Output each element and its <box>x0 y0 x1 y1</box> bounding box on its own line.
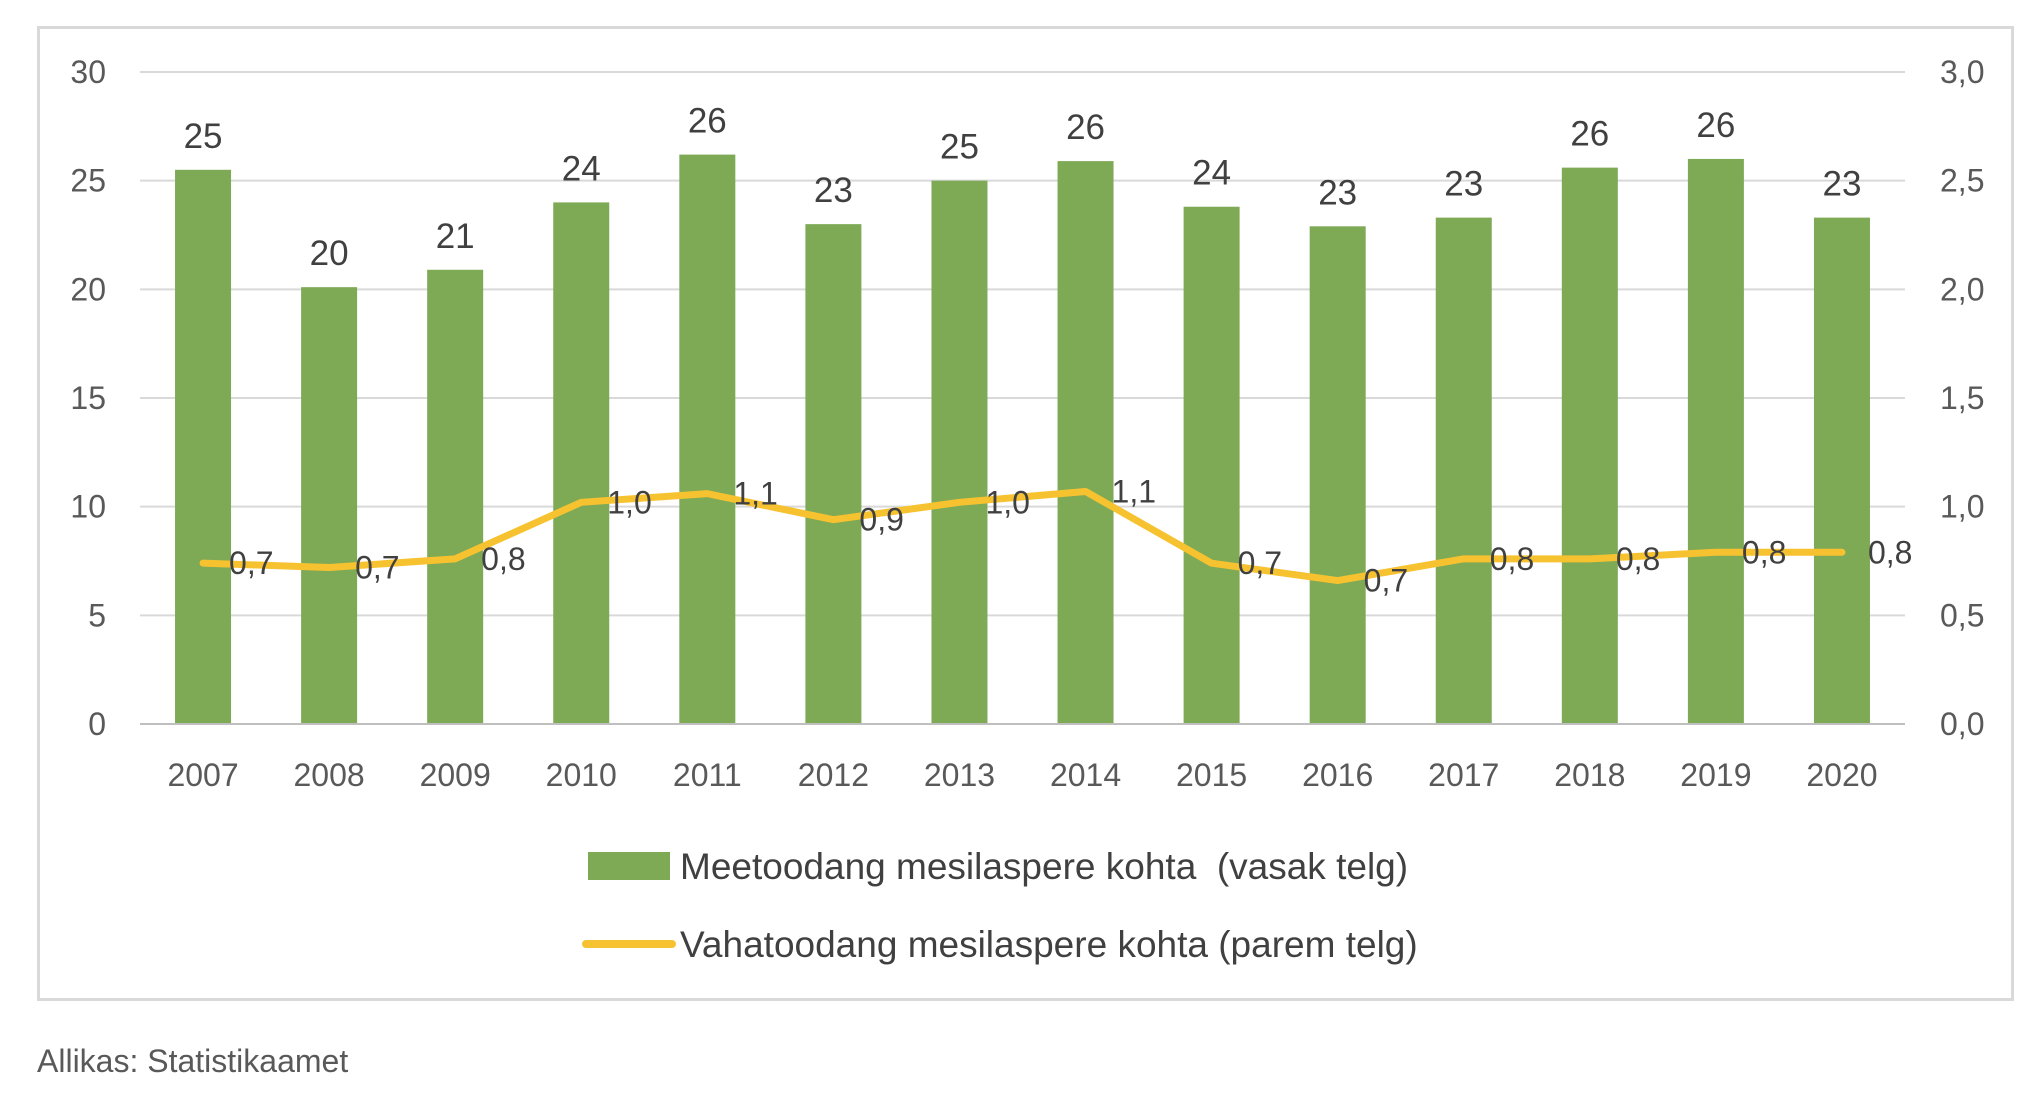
line-value-label: 0,9 <box>859 502 903 538</box>
bar <box>679 154 736 724</box>
bar-value-label: 20 <box>310 234 349 273</box>
bar-value-label: 23 <box>1822 165 1861 204</box>
x-tick-label: 2014 <box>1050 757 1121 793</box>
legend-swatch-bar <box>588 852 670 880</box>
chart-frame <box>37 26 2014 1001</box>
x-tick-label: 2018 <box>1554 757 1625 793</box>
y-left-tick-label: 0 <box>88 706 106 742</box>
bar-value-label: 25 <box>940 128 979 167</box>
bar <box>805 224 862 724</box>
bar <box>1435 217 1492 724</box>
line-value-label: 0,8 <box>481 541 525 577</box>
bar <box>1687 158 1744 724</box>
bar <box>1183 206 1240 724</box>
x-tick-label: 2015 <box>1176 757 1247 793</box>
gridlines <box>140 71 1905 617</box>
x-tick-label: 2013 <box>924 757 995 793</box>
bar-value-label: 26 <box>1570 115 1609 154</box>
y-left-tick-label: 25 <box>70 163 106 199</box>
line-series <box>199 487 1846 585</box>
y-right-tick-label: 1,5 <box>1940 380 1984 416</box>
line-value-label: 0,7 <box>355 550 399 586</box>
line-value-label: 0,8 <box>1868 534 1912 570</box>
line-value-label: 0,7 <box>1364 563 1408 599</box>
bar <box>1057 161 1114 724</box>
y-right-tick-label: 0,0 <box>1940 706 1984 742</box>
line-value-label: 1,1 <box>733 476 777 512</box>
bar-value-label: 25 <box>184 117 223 156</box>
x-tick-label: 2009 <box>420 757 491 793</box>
x-tick-label: 2012 <box>798 757 869 793</box>
y-right-tick-label: 0,5 <box>1940 597 1984 633</box>
bar-value-label: 26 <box>1066 108 1105 147</box>
x-tick-label: 2008 <box>294 757 365 793</box>
y-left-tick-label: 30 <box>70 54 106 90</box>
bar <box>931 180 988 724</box>
source-note: Allikas: Statistikaamet <box>37 1043 349 1079</box>
legend-label-bar: Meetoodang mesilaspere kohta (vasak telg… <box>680 846 1408 887</box>
y-left-tick-label: 5 <box>88 597 106 633</box>
line-value-label: 0,8 <box>1490 541 1534 577</box>
y-left-tick-label: 15 <box>70 380 106 416</box>
y-left-tick-label: 20 <box>70 271 106 307</box>
bar-value-label: 26 <box>1696 106 1735 145</box>
x-tick-label: 2019 <box>1680 757 1751 793</box>
line-value-label: 0,8 <box>1742 534 1786 570</box>
x-tick-label: 2011 <box>673 757 742 793</box>
bar <box>553 202 610 724</box>
line-value-label: 1,0 <box>985 484 1029 520</box>
line-value-label: 0,8 <box>1616 541 1660 577</box>
bar <box>175 169 232 725</box>
bars <box>175 154 1870 725</box>
x-tick-label: 2007 <box>167 757 238 793</box>
line-value-label: 1,0 <box>607 484 651 520</box>
x-tick-label: 2010 <box>546 757 617 793</box>
bar-value-label: 24 <box>562 149 601 188</box>
bar-value-label: 24 <box>1192 154 1231 193</box>
line-series-path <box>199 487 1846 585</box>
y-right-tick-label: 2,0 <box>1940 271 1984 307</box>
x-tick-label: 2016 <box>1302 757 1373 793</box>
x-tick-label: 2020 <box>1806 757 1877 793</box>
y-right-tick-label: 1,0 <box>1940 489 1984 525</box>
y-right-tick-label: 2,5 <box>1940 163 1984 199</box>
bar <box>1309 226 1366 724</box>
bar-value-label: 23 <box>1318 173 1357 212</box>
bar <box>301 287 358 724</box>
y-left-tick-label: 10 <box>70 489 106 525</box>
x-tick-label: 2017 <box>1428 757 1499 793</box>
bar <box>1561 167 1618 725</box>
bar-value-label: 23 <box>1444 165 1483 204</box>
legend-label-line: Vahatoodang mesilaspere kohta (parem tel… <box>680 924 1418 965</box>
bar <box>1813 217 1870 724</box>
line-value-label: 1,1 <box>1112 473 1156 509</box>
data-labels: 25 20 21 24 26 23 25 26 24 23 23 26 26 23 0,7 0,7 0,8 1,0… <box>184 102 1913 599</box>
line-value-label: 0,7 <box>1238 545 1282 581</box>
bar-value-label: 26 <box>688 102 727 141</box>
legend: Meetoodang mesilaspere kohta (vasak telg… <box>582 846 1418 965</box>
y-right-tick-label: 3,0 <box>1940 54 1984 90</box>
bar-value-label: 23 <box>814 171 853 210</box>
bar <box>427 269 484 724</box>
bar-value-label: 21 <box>436 217 475 256</box>
line-value-label: 0,7 <box>229 545 273 581</box>
